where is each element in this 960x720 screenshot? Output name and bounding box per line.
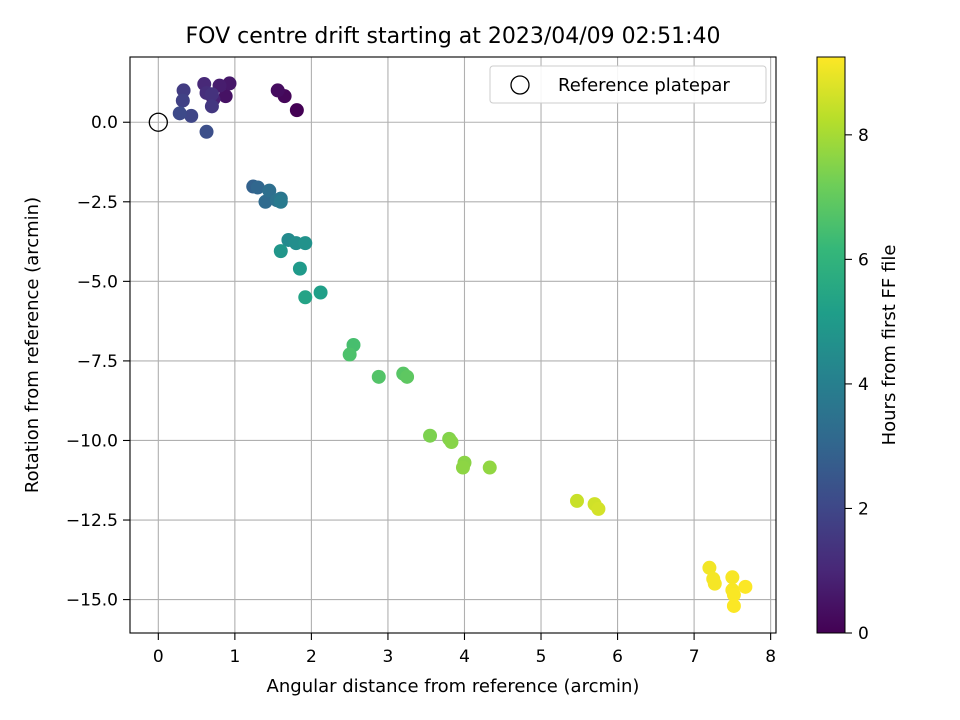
data-point: [738, 579, 753, 594]
y-tick-label: −10.0: [66, 431, 118, 451]
x-tick-label: 0: [153, 647, 164, 667]
data-point: [199, 124, 214, 139]
colorbar-ticks: 0 2 4 6 8: [845, 126, 869, 644]
legend-marker-icon: [510, 75, 530, 95]
x-tick-label: 3: [383, 647, 394, 667]
y-tick-label: −2.5: [77, 193, 118, 213]
data-point: [726, 598, 741, 613]
data-point: [455, 460, 470, 475]
x-tick-label: 5: [536, 647, 547, 667]
colorbar: 0 2 4 6 8 Hours from first FF file: [816, 56, 900, 644]
data-point: [289, 103, 304, 118]
data-point: [273, 244, 288, 259]
data-point: [258, 194, 273, 209]
legend-label: Reference platepar: [558, 75, 730, 96]
legend-box: [489, 65, 767, 104]
data-point: [292, 261, 307, 276]
plot-frame: [129, 56, 777, 634]
legend: Reference platepar: [489, 65, 767, 104]
y-axis-ticks: 0.0 −2.5 −5.0 −7.5 −10.0 −12.5 −15.0: [66, 113, 130, 611]
y-tick-label: −12.5: [66, 511, 118, 531]
chart-title: FOV centre drift starting at 2023/04/09 …: [186, 24, 721, 49]
data-points: [172, 76, 753, 613]
colorbar-label: Hours from first FF file: [879, 245, 900, 446]
x-axis-ticks: 0 1 2 3 4 5 6 7 8: [153, 633, 776, 667]
data-point: [342, 347, 357, 362]
data-point: [423, 428, 438, 443]
y-tick-label: −15.0: [66, 591, 118, 611]
data-point: [250, 180, 265, 195]
data-point: [262, 183, 277, 198]
colorbar-tick-label: 2: [858, 499, 869, 519]
y-axis-label: Rotation from reference (arcmin): [22, 197, 43, 493]
y-tick-label: −5.0: [77, 272, 118, 292]
y-tick-label: −7.5: [77, 352, 118, 372]
data-point: [569, 493, 584, 508]
data-point: [184, 108, 199, 123]
data-point: [218, 89, 233, 104]
x-axis-label: Angular distance from reference (arcmin): [267, 676, 640, 697]
data-point: [313, 285, 328, 300]
data-point: [204, 87, 219, 102]
data-point: [726, 587, 741, 602]
data-point: [298, 236, 313, 251]
x-tick-label: 6: [612, 647, 623, 667]
data-point: [176, 83, 191, 98]
data-point: [175, 93, 190, 108]
reference-point-marker: [148, 112, 168, 132]
data-point: [444, 435, 459, 450]
y-tick-label: 0.0: [91, 113, 118, 133]
data-point: [725, 570, 740, 585]
colorbar-tick-label: 8: [858, 126, 869, 146]
colorbar-tick-label: 4: [858, 375, 869, 395]
x-tick-label: 2: [306, 647, 317, 667]
colorbar-tick-label: 0: [858, 624, 869, 644]
data-point: [482, 460, 497, 475]
plot-background: [130, 57, 776, 633]
data-point: [702, 560, 717, 575]
data-point: [591, 501, 606, 516]
data-point: [371, 369, 386, 384]
x-tick-label: 7: [689, 647, 700, 667]
x-tick-label: 1: [229, 647, 240, 667]
data-point: [298, 290, 313, 305]
plot-area: 0 1 2 3 4 5 6 7 8 0.0 −2.5 −5.0 −7.5 −10.0 −12.5 −15.0: [66, 56, 777, 667]
data-point: [273, 194, 288, 209]
data-point: [270, 83, 285, 98]
x-tick-label: 8: [765, 647, 776, 667]
data-point: [400, 369, 415, 384]
data-point: [707, 576, 722, 591]
x-tick-label: 4: [459, 647, 470, 667]
colorbar-gradient: [816, 56, 846, 634]
data-point: [204, 99, 219, 114]
data-point: [172, 106, 187, 121]
colorbar-tick-label: 6: [858, 250, 869, 270]
